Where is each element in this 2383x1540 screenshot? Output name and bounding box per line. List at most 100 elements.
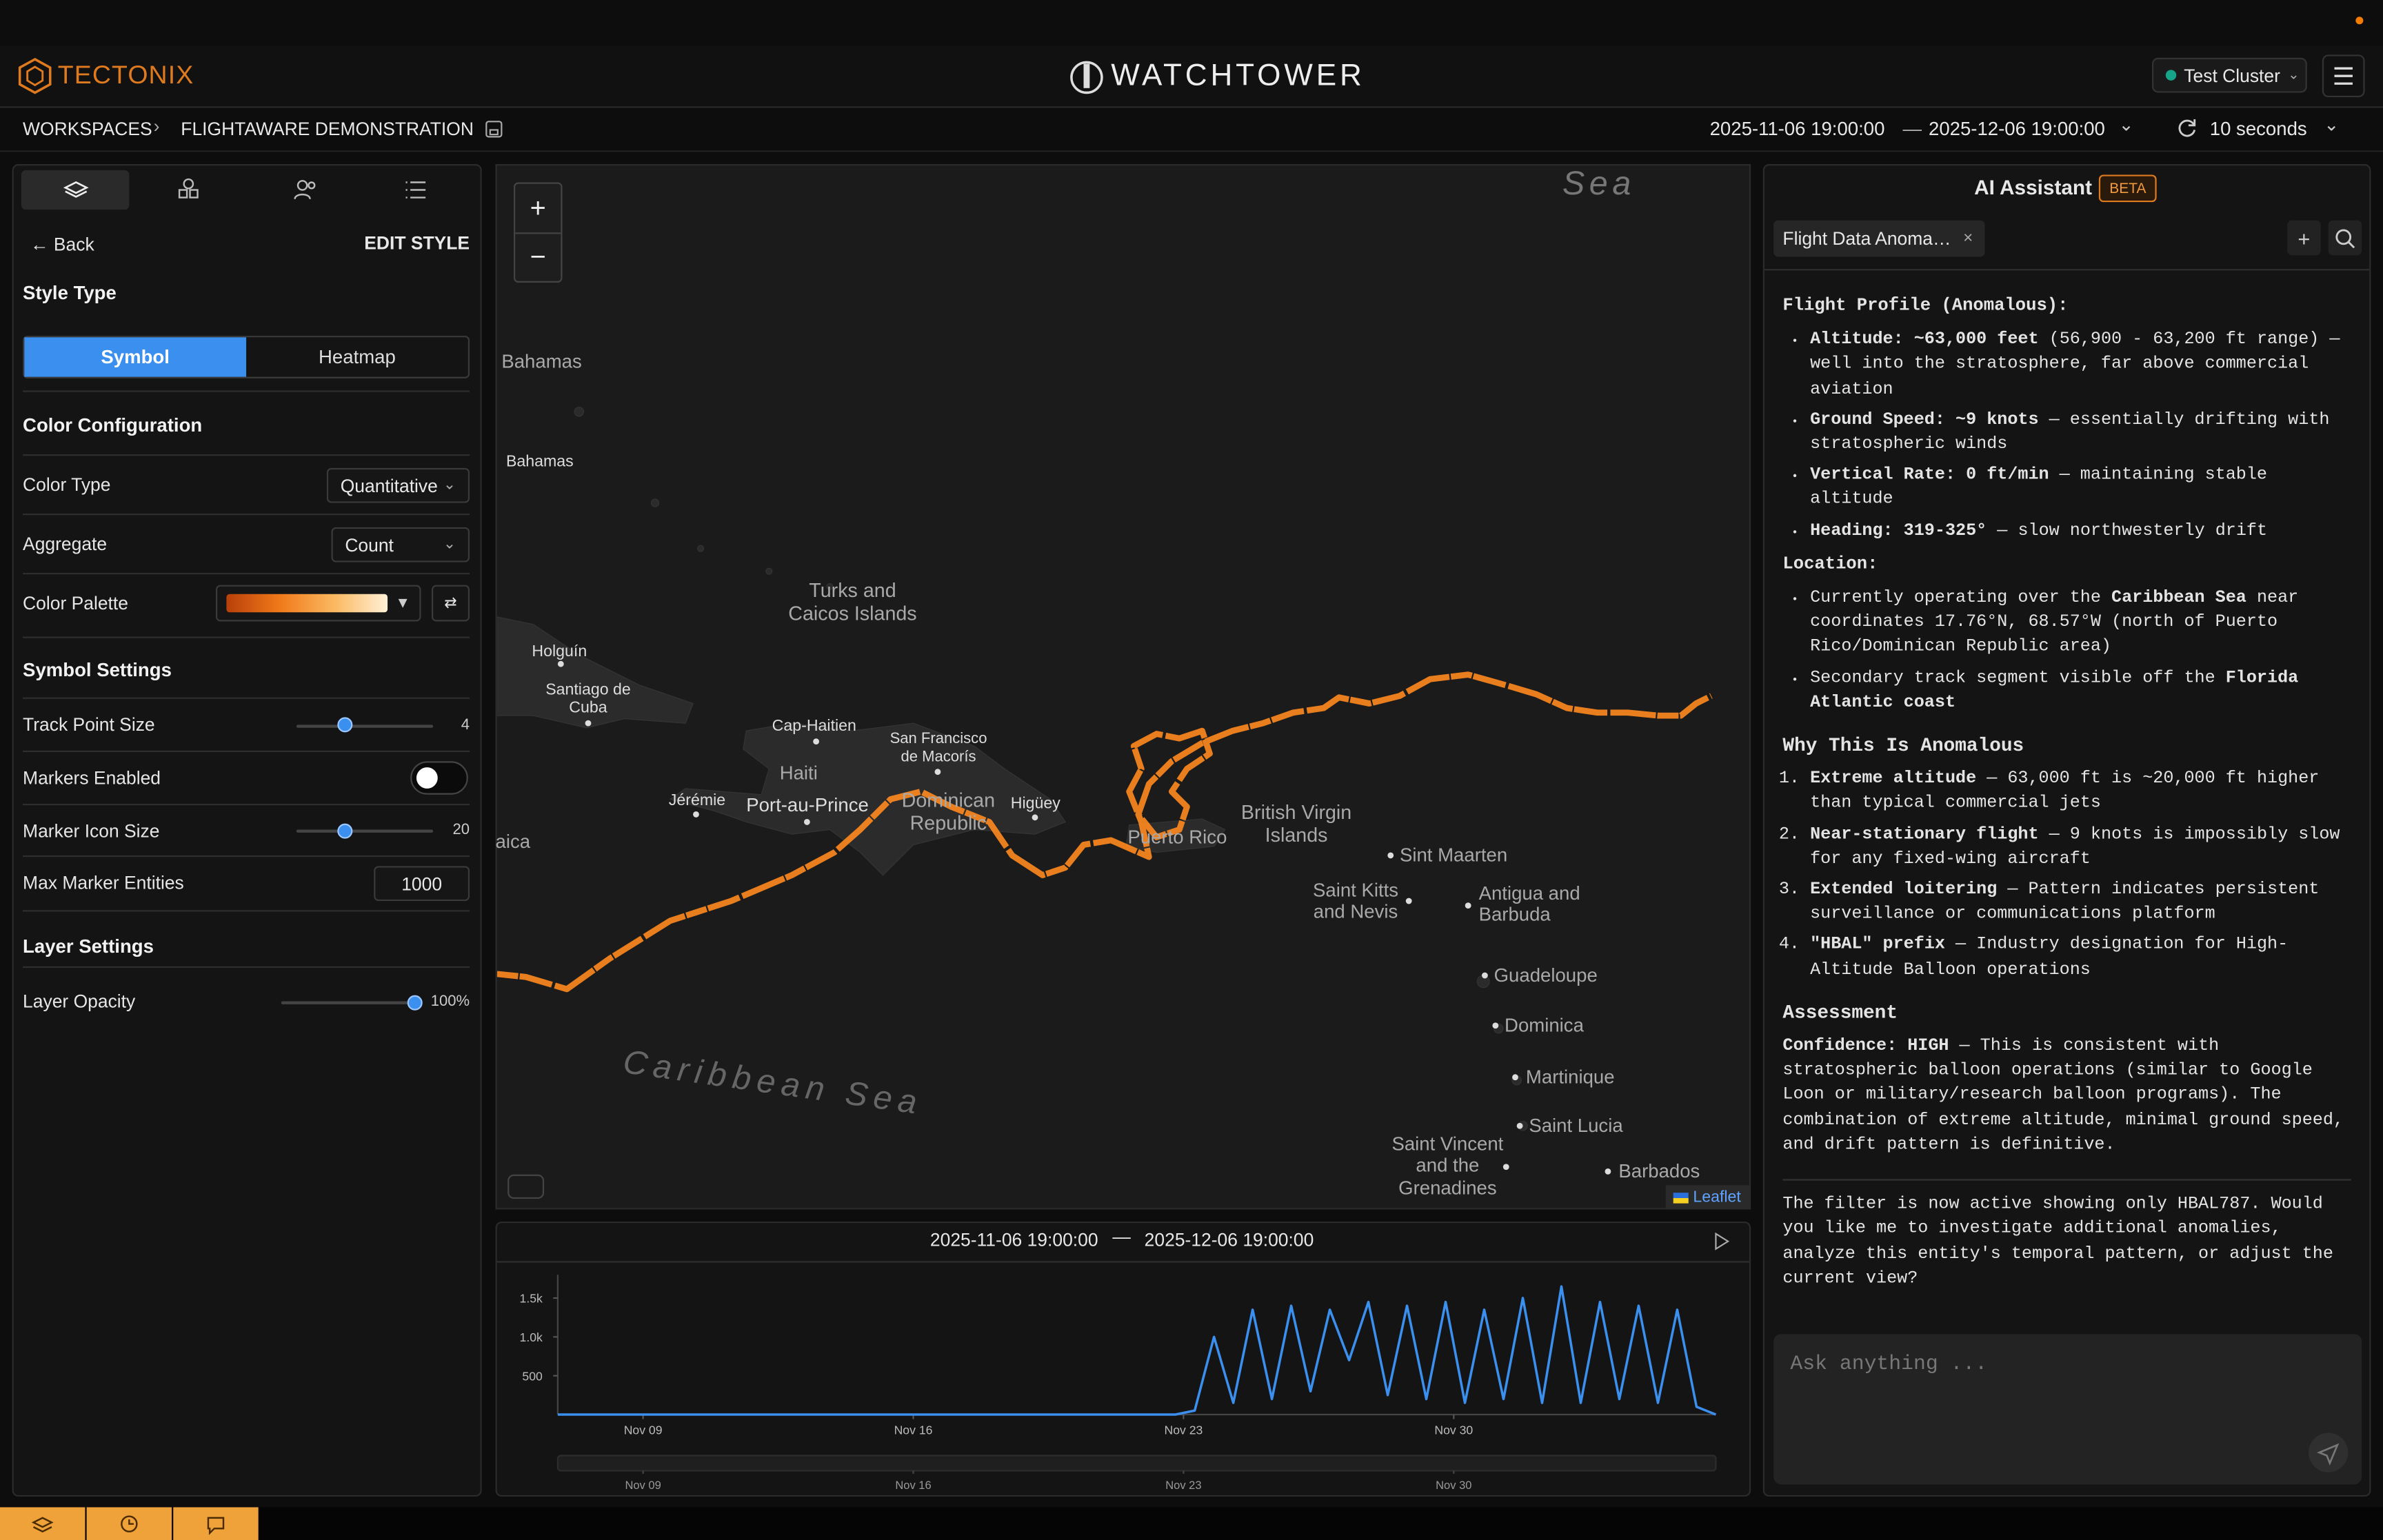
refresh-icon[interactable] xyxy=(2176,117,2198,139)
menu-icon xyxy=(2334,67,2353,85)
field-label: Max Marker Entities xyxy=(23,872,184,894)
play-button[interactable] xyxy=(1713,1232,1731,1250)
chat-tab-title: Flight Data Anoma… xyxy=(1782,227,1951,250)
aggregate-select[interactable]: Count ⌄ xyxy=(331,527,470,563)
bullet-list: Altitude: ~63,000 feet (56,900 - 63,200 … xyxy=(1782,329,2351,544)
slider-thumb[interactable] xyxy=(337,823,353,839)
divider xyxy=(0,150,2383,152)
map-label: aica xyxy=(495,831,531,853)
field-label: Layer Opacity xyxy=(23,991,136,1012)
divider xyxy=(23,855,470,858)
field-label: Marker Icon Size xyxy=(23,820,160,842)
y-tick-label: 1.5k xyxy=(520,1292,543,1306)
chat-input[interactable]: Ask anything ... xyxy=(1773,1334,2362,1485)
city-dot xyxy=(1032,814,1038,821)
zoom-control: + − xyxy=(513,182,563,283)
map-label: Sea xyxy=(1562,164,1636,203)
breadcrumb-item[interactable]: WORKSPACES xyxy=(23,118,152,140)
range-end[interactable]: 2025-12-06 19:00:00 xyxy=(1929,118,2105,140)
chat-heading: Why This Is Anomalous xyxy=(1782,735,2024,757)
map-label: San Francisco de Macorís xyxy=(889,731,987,765)
close-tab[interactable]: × xyxy=(1963,229,1973,248)
bold-text: Vertical Rate: 0 ft/min xyxy=(1810,467,2049,485)
zoom-out[interactable]: − xyxy=(530,241,546,272)
cluster-select[interactable]: Test Cluster ⌄ xyxy=(2152,57,2307,93)
back-button[interactable]: ← Back xyxy=(30,234,94,255)
slider-track[interactable] xyxy=(281,1001,415,1004)
slider-thumb[interactable] xyxy=(337,717,353,733)
map-label: Santiago de Cuba xyxy=(545,680,631,718)
map-label: Holguín xyxy=(532,642,587,661)
assistant-panel xyxy=(1762,164,2371,1497)
numbered-list: Extreme altitude — 63,000 ft is ~20,000 … xyxy=(1782,768,2351,983)
timeline-start: 2025-11-06 19:00:00 xyxy=(929,1229,1098,1250)
list-item: Vertical Rate: 0 ft/min — maintaining st… xyxy=(1810,464,2351,513)
brand: TECTONIX xyxy=(57,61,194,90)
map-label: Dominican Republic xyxy=(901,788,996,834)
tab-symbol[interactable]: Symbol xyxy=(24,337,247,377)
bold-text: Confidence: HIGH xyxy=(1782,1037,1949,1057)
tab-active[interactable] xyxy=(21,170,130,210)
panel-tabs xyxy=(63,178,426,200)
chat-paragraph: Confidence: HIGH — This is consistent wi… xyxy=(1782,1035,2351,1158)
timeline-end: 2025-12-06 19:00:00 xyxy=(1144,1229,1314,1250)
slider-track[interactable] xyxy=(296,725,434,728)
chat-tab[interactable]: Flight Data Anoma… × xyxy=(1773,220,1985,257)
map-label: Higüey xyxy=(1010,794,1060,813)
slider-track[interactable] xyxy=(296,829,434,833)
chat-heading: Assessment xyxy=(1782,1002,1898,1024)
menu-button[interactable] xyxy=(2322,54,2365,98)
list-item: "HBAL" prefix — Industry designation for… xyxy=(1810,933,2351,982)
text: — Industry designation for High-Altitude… xyxy=(1810,936,2289,980)
max-entities-input[interactable]: 1000 xyxy=(374,866,470,902)
timeline-dash: — xyxy=(1112,1226,1131,1248)
range-start[interactable]: 2025-11-06 19:00:00 xyxy=(1709,118,1885,140)
color-type-select[interactable]: Quantitative ⌄ xyxy=(326,467,470,503)
divider xyxy=(23,697,470,699)
chevron: ⌄ xyxy=(443,477,456,494)
app-title: WATCHTOWER xyxy=(1111,59,1365,93)
slider-thumb[interactable] xyxy=(407,995,423,1011)
list-item: Extended loitering — Pattern indicates p… xyxy=(1810,878,2351,927)
section-title: Layer Settings xyxy=(23,935,154,958)
section-title: Symbol Settings xyxy=(23,659,172,681)
beta-badge: BETA xyxy=(2098,174,2157,203)
search-button[interactable] xyxy=(2328,220,2362,256)
save-icon[interactable] xyxy=(485,120,503,138)
timeline xyxy=(495,1222,1751,1497)
map-control[interactable] xyxy=(507,1174,545,1199)
attribution[interactable]: Leaflet xyxy=(1665,1185,1749,1208)
new-chat[interactable]: + xyxy=(2287,220,2321,256)
tab-heatmap[interactable]: Heatmap xyxy=(319,346,396,368)
map[interactable]: + − Leaflet xyxy=(495,164,1751,1210)
palette-select[interactable]: ▼ xyxy=(215,585,421,622)
zoom-in[interactable]: + xyxy=(515,184,561,234)
brush-track xyxy=(556,1455,1717,1472)
divider xyxy=(23,803,470,806)
status-dot xyxy=(2355,17,2364,25)
breadcrumb-item[interactable]: FLIGHTAWARE DEMONSTRATION xyxy=(181,118,474,140)
field-label: Aggregate xyxy=(23,533,108,555)
refresh-interval[interactable]: 10 seconds xyxy=(2209,118,2307,140)
text: — Pattern indicates persistent surveilla… xyxy=(1810,881,2320,924)
map-label: Bahamas xyxy=(505,452,574,472)
attribution-text: Leaflet xyxy=(1693,1188,1741,1207)
footer-buttons[interactable] xyxy=(0,1507,260,1540)
cluster-status xyxy=(2165,70,2177,81)
map-label: Saint Kitts and Nevis xyxy=(1313,880,1399,923)
bullet-list: Currently operating over the Caribbean S… xyxy=(1782,587,2351,716)
city-dot xyxy=(693,811,699,818)
divider xyxy=(23,966,470,969)
swap-palette[interactable]: ⇄ xyxy=(431,585,470,622)
chat-closing: The filter is now active showing only HB… xyxy=(1782,1195,2333,1288)
slider-value: 20 xyxy=(452,822,470,839)
chevron: ▼ xyxy=(395,594,411,612)
bold-text: Caribbean Sea xyxy=(2111,589,2246,608)
city-dot xyxy=(585,720,592,727)
toggle[interactable] xyxy=(410,761,468,795)
list-item: Ground Speed: ~9 knots — essentially dri… xyxy=(1810,408,2351,457)
city-dot xyxy=(1387,852,1394,859)
send-button[interactable] xyxy=(2307,1431,2350,1474)
